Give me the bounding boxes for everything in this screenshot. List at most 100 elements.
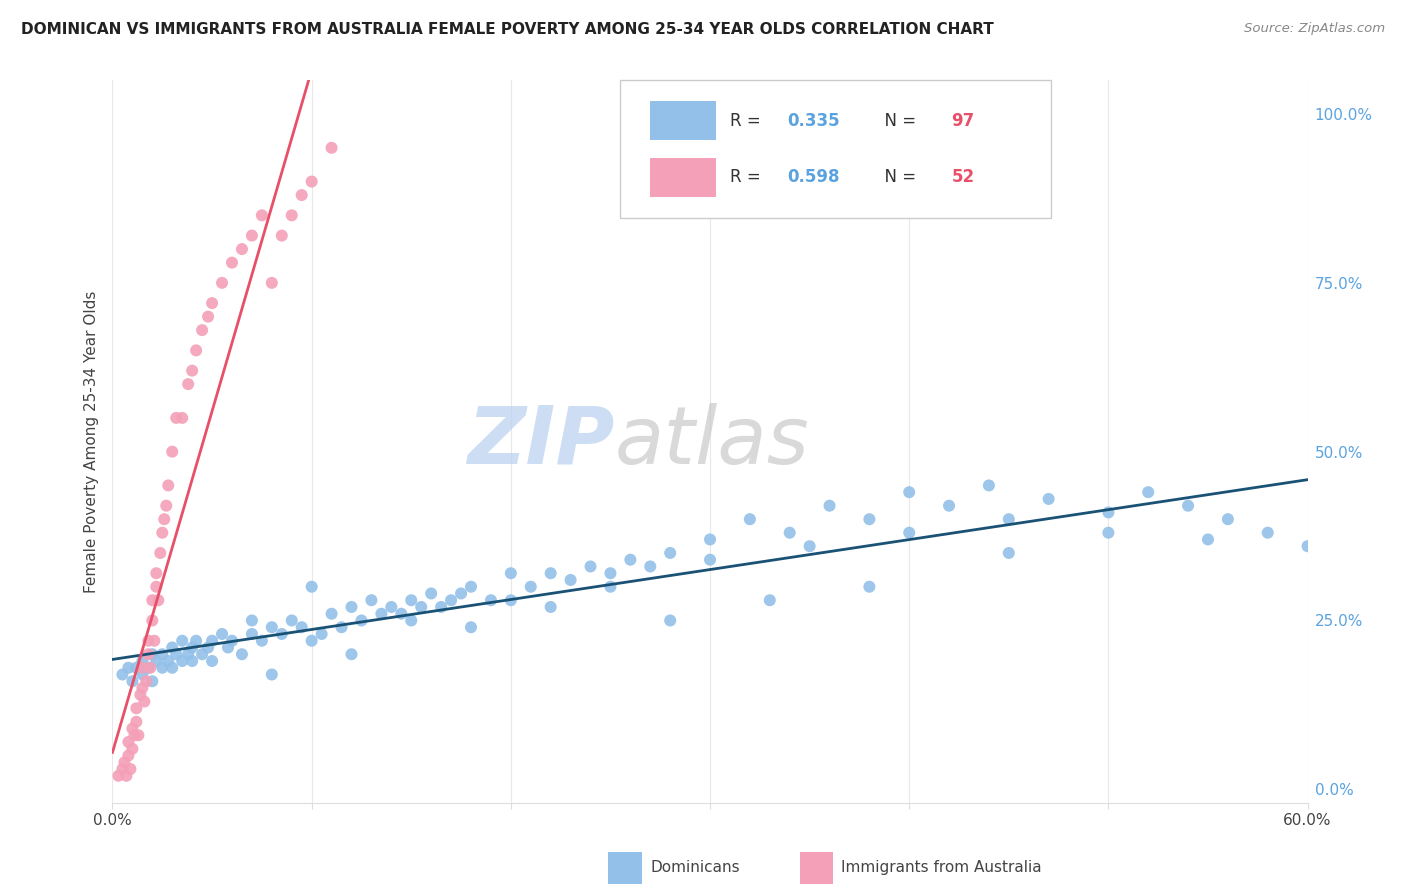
Point	[197, 640, 219, 655]
Point	[115, 769, 138, 783]
Point	[150, 647, 173, 661]
Point	[440, 593, 463, 607]
Point	[121, 722, 143, 736]
Point	[291, 188, 314, 202]
Point	[998, 512, 1021, 526]
Point	[217, 640, 239, 655]
Point	[380, 599, 402, 614]
Point	[138, 647, 160, 661]
Point	[321, 141, 343, 155]
FancyBboxPatch shape	[651, 158, 716, 197]
Point	[370, 607, 392, 621]
Point	[125, 661, 148, 675]
Point	[560, 573, 582, 587]
FancyBboxPatch shape	[651, 101, 716, 140]
Text: N =: N =	[873, 169, 921, 186]
FancyBboxPatch shape	[620, 80, 1050, 218]
Point	[360, 593, 382, 607]
Point	[150, 661, 173, 675]
Point	[240, 228, 263, 243]
Point	[499, 566, 522, 581]
Point	[938, 499, 960, 513]
Point	[131, 667, 153, 681]
Point	[181, 364, 204, 378]
Point	[201, 654, 224, 668]
Text: Dominicans: Dominicans	[651, 860, 740, 875]
Point	[411, 599, 433, 614]
FancyBboxPatch shape	[800, 852, 834, 884]
Point	[231, 647, 253, 661]
Point	[779, 525, 801, 540]
Point	[172, 633, 194, 648]
Point	[540, 566, 562, 581]
Point	[181, 640, 204, 655]
Point	[818, 499, 841, 513]
Point	[162, 640, 183, 655]
Point	[211, 627, 233, 641]
Point	[260, 667, 283, 681]
Text: R =: R =	[730, 169, 766, 186]
Point	[330, 620, 353, 634]
Point	[191, 323, 214, 337]
Point	[450, 586, 472, 600]
Point	[479, 593, 502, 607]
Point	[301, 633, 323, 648]
Point	[139, 661, 162, 675]
Point	[1097, 525, 1119, 540]
Text: N =: N =	[873, 112, 921, 129]
Text: Immigrants from Australia: Immigrants from Australia	[842, 860, 1042, 875]
Point	[111, 762, 134, 776]
Point	[599, 580, 621, 594]
Point	[401, 614, 423, 628]
Point	[659, 614, 682, 628]
Point	[186, 633, 208, 648]
Point	[301, 580, 323, 594]
Point	[1216, 512, 1239, 526]
Point	[250, 633, 273, 648]
Text: R =: R =	[730, 112, 766, 129]
Point	[460, 580, 482, 594]
Point	[186, 343, 208, 358]
Point	[270, 627, 292, 641]
Point	[998, 546, 1021, 560]
Point	[121, 674, 143, 689]
Point	[143, 633, 166, 648]
Point	[738, 512, 761, 526]
Point	[270, 228, 292, 243]
Point	[153, 512, 176, 526]
Text: 52: 52	[952, 169, 974, 186]
Point	[898, 485, 921, 500]
Point	[172, 411, 194, 425]
Point	[260, 620, 283, 634]
Point	[201, 296, 224, 310]
Text: 0.335: 0.335	[787, 112, 841, 129]
Point	[131, 681, 153, 695]
Point	[141, 647, 163, 661]
Point	[619, 552, 641, 566]
Point	[340, 599, 363, 614]
Point	[155, 499, 177, 513]
Point	[135, 674, 157, 689]
Point	[172, 654, 194, 668]
Point	[1137, 485, 1160, 500]
Point	[138, 661, 160, 675]
Text: atlas: atlas	[614, 402, 810, 481]
Point	[120, 762, 142, 776]
Point	[127, 728, 149, 742]
Point	[240, 627, 263, 641]
Point	[177, 377, 200, 392]
Point	[162, 444, 183, 458]
Point	[141, 674, 163, 689]
Point	[157, 478, 180, 492]
Point	[350, 614, 373, 628]
Point	[460, 620, 482, 634]
Point	[181, 654, 204, 668]
Point	[1296, 539, 1319, 553]
Point	[117, 735, 139, 749]
Point	[281, 614, 304, 628]
Point	[659, 546, 682, 560]
Point	[114, 756, 135, 770]
Point	[148, 593, 170, 607]
Point	[420, 586, 443, 600]
Point	[858, 580, 880, 594]
